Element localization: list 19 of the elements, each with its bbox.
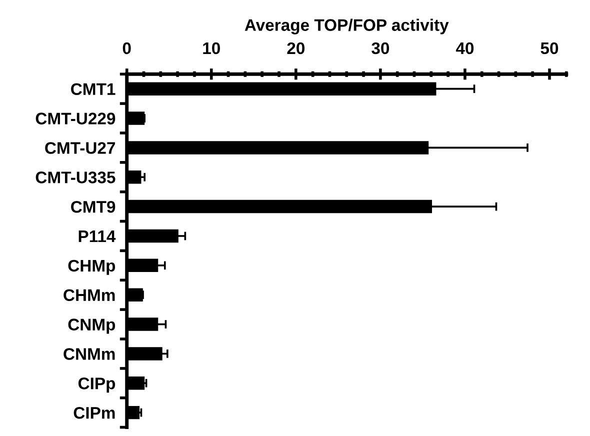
y-tick-label: CMT1	[71, 83, 116, 96]
y-tick-label: P114	[78, 230, 116, 242]
x-axis-title: Average TOP/FOP activity	[244, 18, 449, 34]
y-tick-label: CMT-U335	[36, 172, 116, 184]
y-tick-label: CHMm	[64, 289, 115, 302]
x-tick-label: 40	[456, 42, 474, 54]
y-tick-label: CHMp	[68, 260, 116, 275]
x-tick-label: 20	[287, 42, 304, 54]
y-tick-label: CMT-U229	[36, 112, 116, 124]
y-tick-label: CMT9	[71, 200, 116, 213]
y-tick-label: CIPm	[74, 406, 115, 419]
x-tick-label: 10	[203, 42, 220, 54]
x-tick-label: 30	[372, 42, 390, 54]
y-tick-label: CNMm	[64, 348, 115, 360]
x-tick-label: 50	[540, 42, 558, 54]
y-tick-label: CMT-U27	[45, 142, 116, 154]
y-tick-label: CIPp	[78, 378, 116, 393]
x-tick-label: 0	[122, 42, 131, 54]
y-tick-label: CNMp	[68, 318, 116, 334]
